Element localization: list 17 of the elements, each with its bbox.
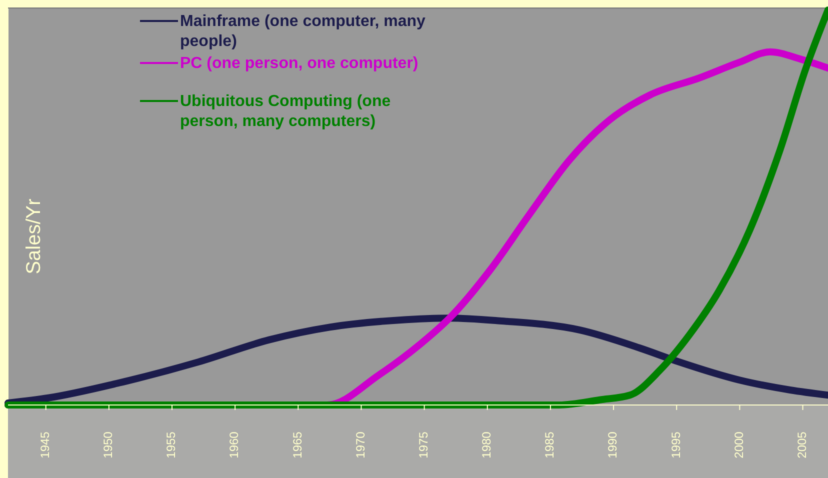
x-tick-label: 1960 <box>227 431 242 458</box>
x-tick-label: 1965 <box>290 431 304 458</box>
x-tick-label: 1955 <box>164 431 178 458</box>
x-tick-label: 1975 <box>416 431 430 458</box>
legend-label: Ubiquitous Computing (one person, many computers) <box>180 93 391 130</box>
x-tick-label: 1970 <box>353 431 368 458</box>
x-tick-label: 2000 <box>732 431 746 458</box>
legend-label: PC (one person, one computer) <box>180 55 418 72</box>
x-tick-label: 1985 <box>542 431 557 458</box>
x-tick-label: 1990 <box>606 431 620 458</box>
y-axis-title: Sales/Yr <box>23 198 45 274</box>
legend-label: Mainframe (one computer, many people) <box>180 13 426 50</box>
x-tick-label: 1995 <box>668 431 683 458</box>
x-tick-label: 1980 <box>480 431 494 458</box>
x-tick-label: 1950 <box>101 431 116 458</box>
x-tick-label: 2005 <box>794 431 809 458</box>
x-tick-label: 1945 <box>38 431 52 458</box>
